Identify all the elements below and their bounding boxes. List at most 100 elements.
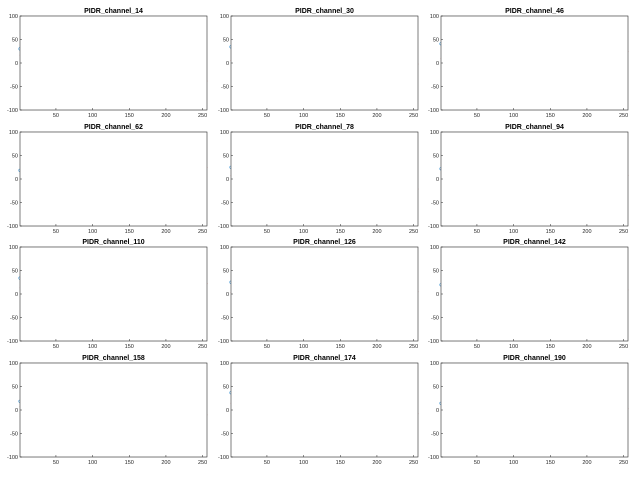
y-tick-label: -100	[428, 108, 439, 114]
y-tick-label: 0	[15, 292, 18, 298]
x-tick-label: 150	[336, 113, 345, 119]
y-tick-label: -100	[7, 455, 18, 461]
x-tick-label: 200	[161, 113, 170, 119]
y-tick-label: -100	[218, 108, 229, 114]
x-tick-label: 200	[372, 460, 381, 466]
y-tick-label: -50	[221, 201, 229, 207]
y-tick-label: 100	[9, 14, 18, 20]
x-tick-label: 150	[546, 113, 555, 119]
y-tick-label: -50	[431, 316, 439, 322]
y-tick-label: 50	[223, 38, 229, 44]
y-tick-label: 0	[226, 61, 229, 67]
y-tick-label: 0	[436, 61, 439, 67]
x-tick-label: 50	[264, 344, 270, 350]
subplot-2: 50 100 150 200 250 -100 -50 0 50 100 PIDR_channel_…	[218, 8, 419, 119]
y-tick-label: -50	[221, 432, 229, 438]
x-tick-label: 200	[161, 460, 170, 466]
x-tick-label: 50	[53, 113, 59, 119]
y-tick-label: 50	[433, 385, 439, 391]
subplot-12: 50 100 150 200 250 -100 -50 0 50 100 PIDR_channel_…	[428, 355, 629, 466]
x-tick-label: 50	[264, 460, 270, 466]
y-tick-label: 0	[226, 292, 229, 298]
x-tick-label: 150	[125, 229, 134, 235]
y-tick-label: 0	[15, 177, 18, 183]
y-tick-label: -100	[7, 108, 18, 114]
x-tick-label: 200	[161, 344, 170, 350]
y-tick-label: 0	[15, 408, 18, 414]
axes-frame	[440, 15, 629, 111]
y-tick-label: 0	[436, 292, 439, 298]
y-tick-label: 100	[220, 130, 229, 136]
subplot-title: PIDR_channel_78	[295, 124, 354, 131]
x-tick-label: 150	[125, 460, 134, 466]
axes-frame	[230, 15, 419, 111]
x-tick-label: 100	[88, 113, 97, 119]
y-tick-label: 100	[220, 245, 229, 251]
x-tick-label: 100	[299, 113, 308, 119]
x-tick-label: 250	[198, 113, 207, 119]
x-tick-label: 200	[372, 229, 381, 235]
subplot-title: PIDR_channel_110	[82, 239, 144, 246]
subplot-title: PIDR_channel_174	[293, 355, 356, 362]
y-tick-label: 100	[9, 130, 18, 136]
y-tick-label: 50	[12, 154, 18, 160]
axes-frame	[440, 362, 629, 458]
x-tick-label: 100	[509, 113, 518, 119]
x-tick-label: 250	[409, 460, 418, 466]
y-tick-label: 50	[12, 385, 18, 391]
x-tick-label: 250	[198, 229, 207, 235]
x-tick-label: 250	[619, 344, 628, 350]
x-tick-label: 50	[264, 229, 270, 235]
y-tick-label: 50	[223, 269, 229, 275]
axes-frame	[19, 131, 208, 227]
x-tick-label: 50	[53, 460, 59, 466]
axes-frame	[440, 131, 629, 227]
x-tick-label: 250	[619, 229, 628, 235]
y-tick-label: 50	[433, 38, 439, 44]
x-tick-label: 250	[409, 344, 418, 350]
y-tick-label: -100	[218, 339, 229, 345]
subplot-7: 50 100 150 200 250 -100 -50 0 50 100 PIDR_channel_…	[7, 239, 208, 350]
x-tick-label: 50	[474, 460, 480, 466]
axes-frame	[19, 246, 208, 342]
y-tick-label: -50	[221, 85, 229, 91]
x-tick-label: 100	[299, 229, 308, 235]
subplot-9: 50 100 150 200 250 -100 -50 0 50 100 PIDR_channel_…	[428, 239, 629, 350]
x-tick-label: 250	[619, 460, 628, 466]
y-tick-label: 100	[430, 361, 439, 367]
x-tick-label: 50	[474, 113, 480, 119]
axes-frame	[440, 246, 629, 342]
x-tick-label: 200	[582, 460, 591, 466]
y-tick-label: 0	[226, 408, 229, 414]
x-tick-label: 250	[409, 113, 418, 119]
y-tick-label: 0	[436, 408, 439, 414]
x-tick-label: 200	[372, 113, 381, 119]
y-tick-label: -50	[10, 432, 18, 438]
x-tick-label: 150	[336, 229, 345, 235]
x-tick-label: 50	[53, 344, 59, 350]
x-tick-label: 150	[336, 460, 345, 466]
subplot-1: 50 100 150 200 250 -100 -50 0 50 100 PIDR_channel_…	[7, 8, 208, 119]
y-tick-label: -100	[218, 455, 229, 461]
subplot-title: PIDR_channel_30	[295, 8, 354, 15]
y-tick-label: -50	[10, 201, 18, 207]
x-tick-label: 100	[88, 229, 97, 235]
y-tick-label: -100	[428, 224, 439, 230]
subplot-3: 50 100 150 200 250 -100 -50 0 50 100 PIDR_channel_…	[428, 8, 629, 119]
y-tick-label: -100	[428, 455, 439, 461]
x-tick-label: 250	[198, 460, 207, 466]
x-tick-label: 150	[336, 344, 345, 350]
subplot-8: 50 100 150 200 250 -100 -50 0 50 100 PIDR_channel_…	[218, 239, 419, 350]
y-tick-label: 100	[9, 361, 18, 367]
y-tick-label: -50	[431, 201, 439, 207]
subplot-title: PIDR_channel_126	[293, 239, 356, 246]
subplot-6: 50 100 150 200 250 -100 -50 0 50 100 PIDR_channel_…	[428, 124, 629, 235]
x-tick-label: 100	[509, 344, 518, 350]
y-tick-label: 100	[9, 245, 18, 251]
x-tick-label: 150	[125, 344, 134, 350]
y-tick-label: 50	[12, 38, 18, 44]
y-tick-label: -100	[7, 224, 18, 230]
axes-frame	[19, 362, 208, 458]
x-tick-label: 50	[474, 344, 480, 350]
